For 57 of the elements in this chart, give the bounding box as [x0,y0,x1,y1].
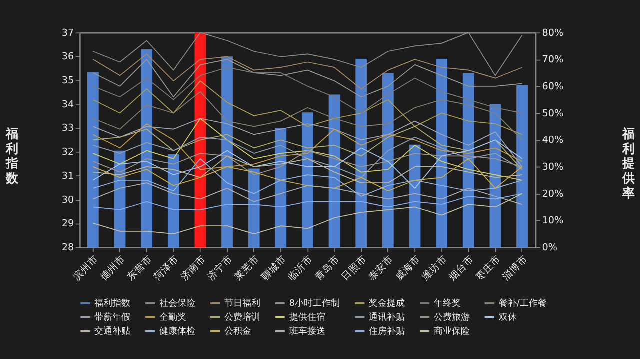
legend-label: 商业保险 [434,326,470,337]
line-series [92,54,523,90]
y2-tick-label: 70% [542,54,564,66]
y-tick-label: 34 [62,99,74,110]
y2-tick-label: 20% [542,188,564,200]
y-tick-label: 35 [62,76,74,87]
line-series [92,118,523,181]
legend-label: 公费培训 [224,312,260,323]
legend-label: 8小时工作制 [289,298,340,310]
line-series [92,91,523,141]
y2-tick-label: 50% [542,108,564,120]
y-tick-label: 33 [62,123,74,134]
y2-tick-label: 40% [542,135,564,146]
legend-label: 年终奖 [434,298,461,310]
legend-label: 双休 [498,312,517,323]
y-tick-label: 36 [62,52,74,63]
legend-label: 带薪年假 [94,312,131,323]
legend-label: 公费旅游 [434,312,470,323]
y2-tick-label: 10% [542,216,564,227]
line-series [92,136,523,178]
y2-tick-label: 0% [542,242,558,254]
legend-label: 交通补贴 [94,326,131,337]
legend-label: 餐补/工作餐 [498,298,547,310]
y-tick-label: 31 [62,170,74,182]
legend-label: 健康体检 [160,326,196,337]
line-series [92,193,523,210]
y-tick-label: 32 [62,147,74,158]
y2-tick-label: 30% [542,162,564,174]
line-series [92,118,523,168]
y-tick-label: 37 [62,28,74,39]
y-tick-label: 30 [62,194,74,206]
legend-label: 全勤奖 [160,312,187,323]
line-series [92,193,523,235]
legend-label: 公积金 [224,326,252,337]
line-series [92,59,523,98]
line-series [92,182,523,205]
line-series [92,150,523,176]
x-tick-label: 滨州市 [71,253,101,283]
line-series [92,32,523,76]
legend-label: 住房补贴 [369,326,406,337]
legend-label: 节日福利 [224,298,260,310]
legend-label: 提供住宿 [289,312,326,323]
y-tick-label: 29 [62,218,74,230]
line-series [92,80,523,136]
y-tick-label: 28 [62,242,74,254]
y2-tick-label: 60% [542,81,564,92]
legend-label: 通讯补贴 [369,312,406,323]
legend-label: 社会保险 [160,298,196,310]
legend-label: 福利指数 [94,298,131,310]
y2-axis-title: 福利提供率 [622,126,635,201]
line-series [92,156,523,184]
line-series [92,67,523,114]
line-series [92,140,523,189]
legend-label: 奖金提成 [369,298,406,310]
y-axis-title: 福利指数 [4,126,19,186]
legend-label: 班车接送 [289,326,326,337]
y2-tick-label: 80% [542,28,564,39]
